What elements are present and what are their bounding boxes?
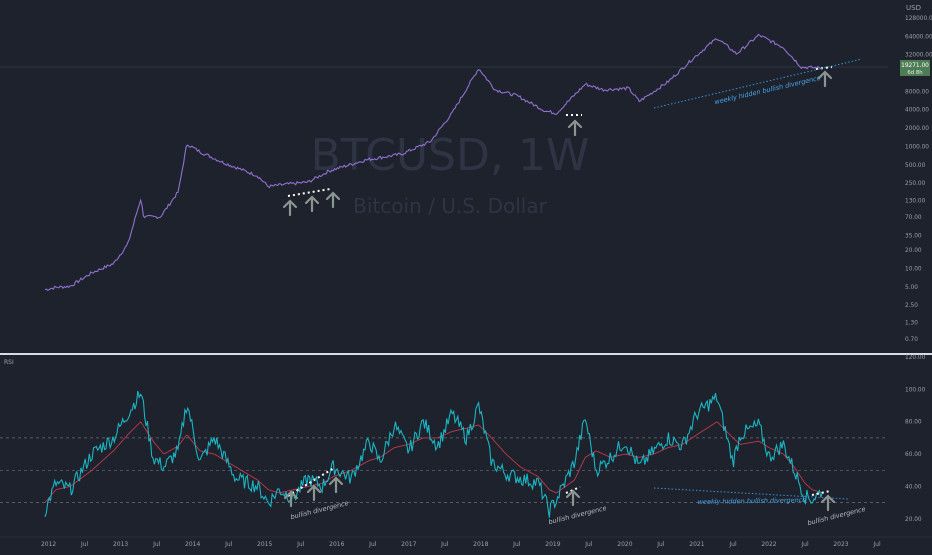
oscillator-tick-label: 20.00	[905, 517, 922, 523]
time-axis-label: 2012	[41, 541, 56, 548]
oscillator-tick-label: 100.00	[905, 387, 926, 393]
arrow-up-icon	[304, 195, 320, 213]
rsi-moving-average-line	[44, 421, 823, 503]
last-price-value: 19271.00	[901, 63, 929, 69]
price-tick-label: 70.00	[905, 215, 922, 221]
rsi-divergence-dots-2015	[287, 467, 335, 497]
arrow-up-icon	[306, 484, 322, 502]
rsi-hidden-divergence-trendline	[653, 487, 849, 500]
time-axis-label: 2015	[257, 541, 272, 548]
time-axis-label: Jul	[656, 541, 665, 548]
price-tick-label: 1000.00	[905, 145, 929, 151]
time-axis-label: Jul	[152, 541, 161, 548]
arrow-up-icon	[283, 490, 299, 508]
price-tick-label: 2000.00	[905, 126, 929, 132]
time-axis-label: Jul	[440, 541, 449, 548]
time-axis-label: Jul	[512, 541, 521, 548]
time-axis-label: 2021	[689, 541, 704, 548]
arrow-up-icon	[325, 191, 341, 209]
oscillator-label: RSI	[4, 359, 14, 366]
time-axis-label: 2023	[833, 541, 848, 548]
price-tick-label: 35.00	[905, 233, 922, 239]
hidden-divergence-trendline	[653, 58, 863, 109]
rsi-hidden-divergence-label: weekly hidden bullish divergence	[698, 496, 807, 506]
oscillator-tick-label: 80.00	[905, 420, 922, 426]
price-tick-label: 130.00	[905, 199, 926, 205]
time-axis-label: Jul	[728, 541, 737, 548]
time-axis-label: Jul	[800, 541, 809, 548]
rsi-line	[44, 390, 823, 518]
price-axis[interactable]: 128000.00 64000.00 32000.00 8000.00 4000.00 2…	[905, 16, 932, 343]
price-tick-label: 500.00	[905, 163, 926, 169]
time-axis-label: Jul	[224, 541, 233, 548]
price-tick-label: 20.00	[905, 248, 922, 254]
watermark-description: Bitcoin / U.S. Dollar	[353, 194, 547, 218]
arrow-up-icon	[282, 199, 298, 217]
price-tick-label: 10.00	[905, 267, 922, 273]
price-tick-label: 5.00	[905, 285, 918, 291]
time-axis-label: 2019	[545, 541, 560, 548]
price-tick-label: 4000.00	[905, 108, 929, 114]
last-price-countdown: 6d 8h	[907, 70, 922, 76]
time-axis-label: Jul	[296, 541, 305, 548]
time-axis-label: Jul	[872, 541, 881, 548]
price-tick-label: 8000.00	[905, 89, 929, 95]
arrow-up-icon	[567, 119, 583, 137]
last-price-badge	[900, 60, 930, 76]
arrow-up-icon	[817, 70, 833, 88]
time-axis-label: 2013	[113, 541, 128, 548]
price-tick-label: 0.70	[905, 337, 918, 343]
price-tick-label: 250.00	[905, 181, 926, 187]
watermark-symbol: BTCUSD, 1W	[311, 130, 590, 181]
currency-label: USD	[906, 4, 921, 12]
oscillator-tick-label: 40.00	[905, 485, 922, 491]
rsi-divergence-dots-2022	[811, 490, 831, 496]
price-tick-label: 64000.00	[905, 34, 932, 40]
time-axis[interactable]: 2012 Jul 2013 Jul 2014 Jul 2015 Jul 2016 Jul 2017 J…	[41, 541, 881, 548]
time-axis-label: 2017	[401, 541, 416, 548]
time-axis-label: Jul	[80, 541, 89, 548]
price-tick-label: 32000.00	[905, 53, 932, 59]
price-tick-label: 1.30	[905, 321, 918, 327]
oscillator-tick-label: 120.00	[905, 355, 926, 361]
arrow-up-icon	[565, 489, 581, 507]
price-divergence-dots-2015	[287, 188, 331, 197]
time-axis-label: 2016	[329, 541, 344, 548]
time-axis-label: Jul	[368, 541, 377, 548]
time-axis-label: 2020	[617, 541, 632, 548]
time-axis-label: 2022	[761, 541, 776, 548]
arrow-up-icon	[820, 494, 836, 512]
arrow-up-icon	[328, 476, 344, 494]
pane-separator[interactable]	[0, 353, 932, 355]
time-axis-label: 2014	[185, 541, 200, 548]
time-axis-label: 2018	[473, 541, 488, 548]
price-tick-label: 2.50	[905, 303, 918, 309]
price-tick-label: 128000.00	[905, 16, 932, 22]
oscillator-tick-label: 60.00	[905, 452, 922, 458]
oscillator-axis[interactable]: 120.00 100.00 80.00 60.00 40.00 20.00	[905, 355, 926, 523]
price-series-line	[44, 33, 823, 291]
time-axis-label: Jul	[584, 541, 593, 548]
